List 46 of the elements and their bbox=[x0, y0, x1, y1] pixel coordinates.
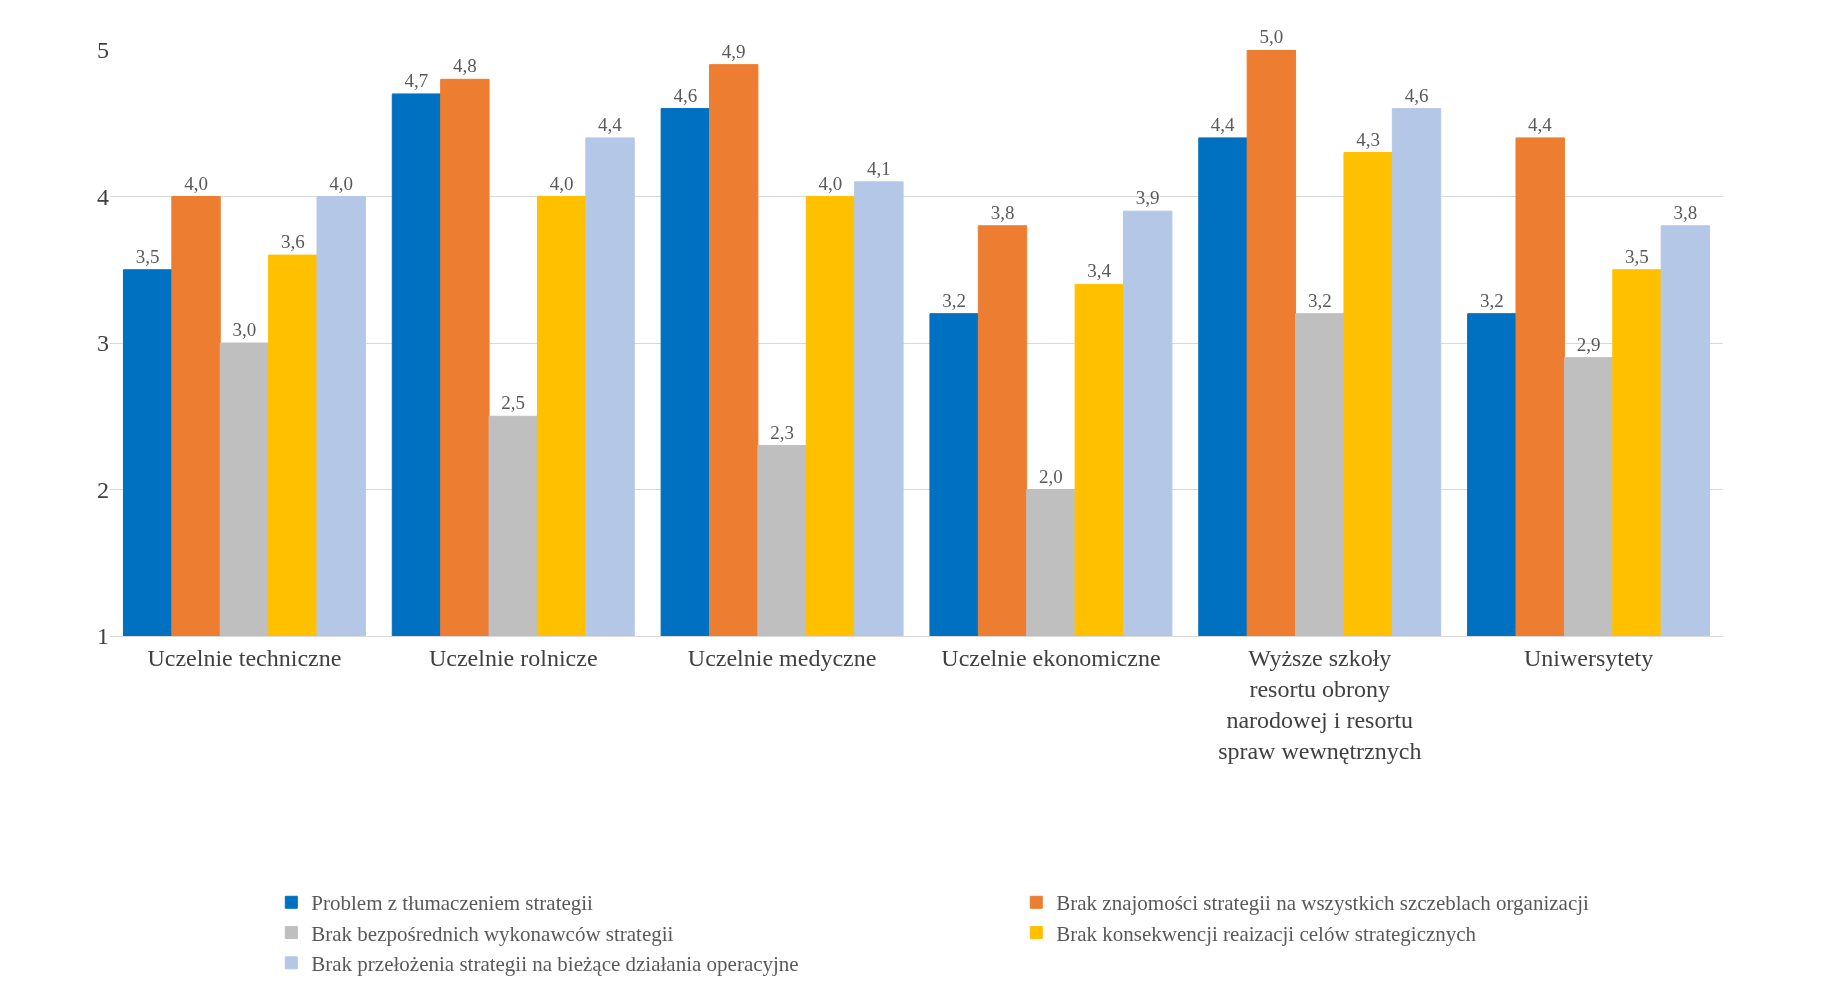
data-label: 4,1 bbox=[866, 157, 891, 179]
x-tick-label: Uczelnie medyczne bbox=[687, 644, 877, 671]
data-label: 4,8 bbox=[452, 55, 477, 77]
x-tick-label: Wyższe szkoły resortu obrony narodowej i resortu spraw wewnętrznych bbox=[1218, 644, 1422, 765]
legend-label: Brak bezpośrednich wykonawców strategii bbox=[311, 921, 674, 946]
data-label: 4,0 bbox=[329, 172, 354, 194]
data-label: 4,4 bbox=[1210, 113, 1236, 135]
data-label: 4,6 bbox=[673, 84, 698, 106]
data-label: 4,4 bbox=[597, 113, 623, 135]
y-tick-label: 1 bbox=[97, 623, 109, 650]
x-tick-label: Uczelnie rolnicze bbox=[428, 644, 598, 671]
data-label: 3,2 bbox=[1479, 289, 1504, 311]
data-label: 4,6 bbox=[1404, 84, 1429, 106]
legend-label: Brak znajomości strategii na wszystkich szczeblach organizacji bbox=[1056, 891, 1590, 916]
data-label: 4,4 bbox=[1528, 113, 1553, 135]
x-tick-label: Uczelnie ekonomiczne bbox=[941, 644, 1161, 671]
data-label: 3,8 bbox=[990, 201, 1015, 223]
data-label: 3,8 bbox=[1673, 201, 1698, 223]
y-tick-label: 5 bbox=[97, 37, 109, 64]
data-label: 4,9 bbox=[721, 40, 746, 62]
y-tick-label: 3 bbox=[97, 330, 109, 357]
data-label: 3,2 bbox=[942, 289, 967, 311]
data-label: 4,3 bbox=[1356, 128, 1381, 150]
data-label: 5,0 bbox=[1259, 26, 1284, 47]
data-label: 4,7 bbox=[404, 69, 429, 91]
data-label: 4,0 bbox=[549, 172, 574, 194]
data-label: 3,2 bbox=[1307, 289, 1332, 311]
legend-label: Brak przełożenia strategii na bieżące działania operacyjne bbox=[311, 952, 799, 977]
y-tick-label: 2 bbox=[97, 476, 109, 503]
legend-label: Brak konsekwencji reaizacji celów strategicznych bbox=[1056, 921, 1477, 946]
data-label: 2,9 bbox=[1576, 333, 1601, 355]
y-tick-label: 4 bbox=[97, 183, 109, 210]
data-label: 4,0 bbox=[184, 172, 208, 194]
data-label: 2,0 bbox=[1039, 465, 1063, 487]
data-label: 3,6 bbox=[280, 231, 305, 253]
legend-label: Problem z tłumaczeniem strategii bbox=[311, 891, 594, 916]
x-tick-label: Uniwersytety bbox=[1523, 644, 1654, 671]
data-label: 2,5 bbox=[501, 392, 526, 414]
data-label: 2,3 bbox=[770, 421, 794, 443]
data-label: 3,0 bbox=[232, 319, 257, 340]
data-label: 3,5 bbox=[1625, 245, 1649, 267]
data-label: 4,0 bbox=[818, 172, 843, 194]
data-label: 3,4 bbox=[1087, 260, 1112, 282]
data-label: 3,9 bbox=[1135, 187, 1160, 209]
x-tick-label: Uczelnie techniczne bbox=[147, 644, 342, 671]
data-label: 3,5 bbox=[135, 245, 160, 267]
